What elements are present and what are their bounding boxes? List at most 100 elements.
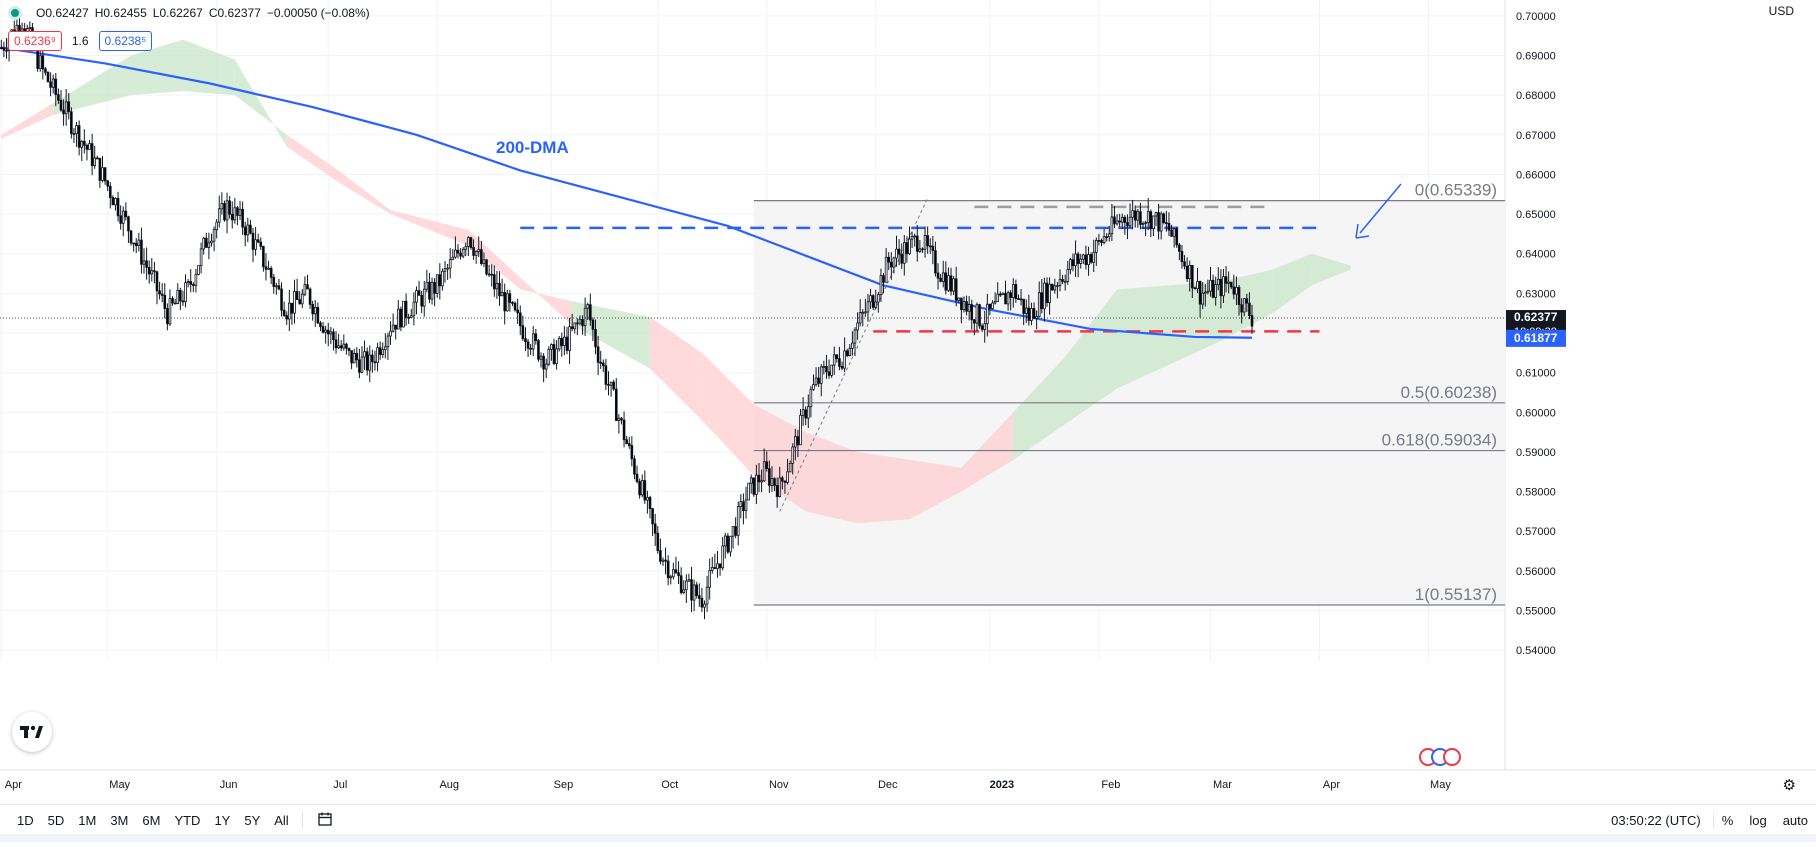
candle-body — [783, 480, 787, 483]
candle-body — [422, 288, 426, 307]
candle-body — [666, 560, 670, 579]
candle-body — [622, 419, 626, 441]
candle-body — [103, 167, 107, 182]
candle-body — [633, 458, 636, 475]
timeframe-3m[interactable]: 3M — [110, 812, 129, 828]
candle-body — [194, 274, 198, 286]
candle-body — [840, 365, 844, 369]
candle-body — [241, 208, 244, 228]
tradingview-logo-icon[interactable] — [12, 712, 52, 752]
candle-body — [835, 354, 839, 360]
candle-body — [957, 297, 961, 301]
candle-body — [1097, 239, 1101, 242]
currency-selector[interactable]: USD — [1768, 4, 1794, 18]
candle-body — [799, 414, 802, 446]
candle-body — [1203, 291, 1207, 294]
candle-body — [1100, 239, 1103, 243]
candle-body — [544, 363, 548, 370]
candle-body — [217, 208, 221, 223]
candle-body — [176, 289, 180, 304]
candle-body — [537, 340, 540, 360]
candle-body — [897, 248, 901, 255]
candle-body — [690, 579, 693, 601]
candle-body — [910, 236, 914, 240]
candle-body — [80, 140, 84, 148]
candle-body — [895, 248, 898, 259]
buy-button[interactable]: 0.6238⁵ — [98, 31, 153, 51]
candle-body — [796, 436, 800, 446]
candle-body — [1082, 254, 1085, 260]
market-status-icon — [8, 6, 22, 20]
candle-body — [394, 324, 398, 330]
timeframe-6m[interactable]: 6M — [142, 812, 161, 828]
candle-body — [830, 364, 833, 376]
candle-body — [1242, 298, 1246, 313]
candle-body — [404, 300, 408, 318]
percent-toggle[interactable]: % — [1721, 812, 1734, 828]
candle-body — [918, 248, 922, 252]
calendar-range-icon[interactable] — [309, 811, 341, 830]
candle-body — [441, 270, 444, 287]
candle-body — [95, 157, 99, 160]
candle-body — [303, 284, 307, 295]
candle-body — [1146, 211, 1150, 223]
candle-body — [838, 358, 841, 367]
candle-body — [415, 290, 418, 303]
candle-body — [902, 242, 906, 264]
candle-body — [1017, 298, 1020, 300]
candle-body — [892, 257, 896, 268]
bottom-right-controls: 03:50:22 (UTC) % log auto — [1603, 812, 1816, 828]
candle-body — [251, 232, 255, 250]
candle-body — [939, 277, 942, 282]
ichimoku-cloud-segment — [1, 103, 54, 139]
candle-body — [150, 270, 154, 275]
sell-button[interactable]: 0.6236⁹ — [8, 31, 62, 51]
candle-body — [718, 563, 722, 569]
candle-body — [49, 81, 52, 88]
candle-body — [547, 348, 551, 365]
candle-body — [923, 235, 927, 250]
candle-body — [1183, 261, 1186, 267]
timeframe-1d[interactable]: 1D — [17, 812, 34, 828]
candle-body — [230, 213, 234, 221]
candle-body — [625, 439, 628, 445]
timeframe-all[interactable]: All — [274, 812, 289, 828]
timeframe-5d[interactable]: 5D — [47, 812, 65, 828]
candle-body — [295, 291, 299, 301]
candle-body — [557, 337, 561, 350]
candle-body — [1240, 304, 1243, 313]
candle-body — [358, 359, 361, 373]
timeframe-1m[interactable]: 1M — [78, 812, 97, 828]
timeframe-5y[interactable]: 5Y — [244, 812, 261, 828]
y-tick-label: 0.65000 — [1516, 209, 1556, 221]
fib-level-label: 0(0.65339) — [1415, 181, 1497, 200]
candle-body — [288, 302, 291, 320]
timeframe-ytd[interactable]: YTD — [174, 812, 201, 828]
candle-body — [72, 133, 76, 135]
utc-clock[interactable]: 03:50:22 (UTC) — [1603, 812, 1714, 828]
ichimoku-cloud-segment — [234, 59, 287, 147]
gear-icon[interactable]: ⚙ — [1782, 777, 1796, 794]
timeframe-1y[interactable]: 1Y — [214, 812, 231, 828]
event-flags-icon — [1443, 748, 1461, 766]
candle-body — [708, 569, 711, 588]
candle-body — [1071, 259, 1075, 267]
candle-body — [236, 207, 239, 216]
candle-body — [1113, 216, 1116, 225]
candle-body — [988, 303, 992, 309]
candle-body — [298, 299, 302, 305]
candle-body — [1022, 298, 1025, 314]
candle-body — [887, 256, 891, 263]
ichimoku-cloud-segment — [1013, 356, 1066, 460]
log-toggle[interactable]: log — [1749, 812, 1767, 828]
candle-body — [108, 185, 112, 198]
candle-body — [51, 78, 55, 88]
y-tick-label: 0.70000 — [1516, 11, 1556, 23]
auto-toggle[interactable]: auto — [1782, 812, 1808, 828]
candle-body — [1066, 269, 1070, 282]
candle-body — [184, 282, 187, 303]
candle-body — [246, 224, 250, 236]
candle-body — [765, 461, 769, 469]
